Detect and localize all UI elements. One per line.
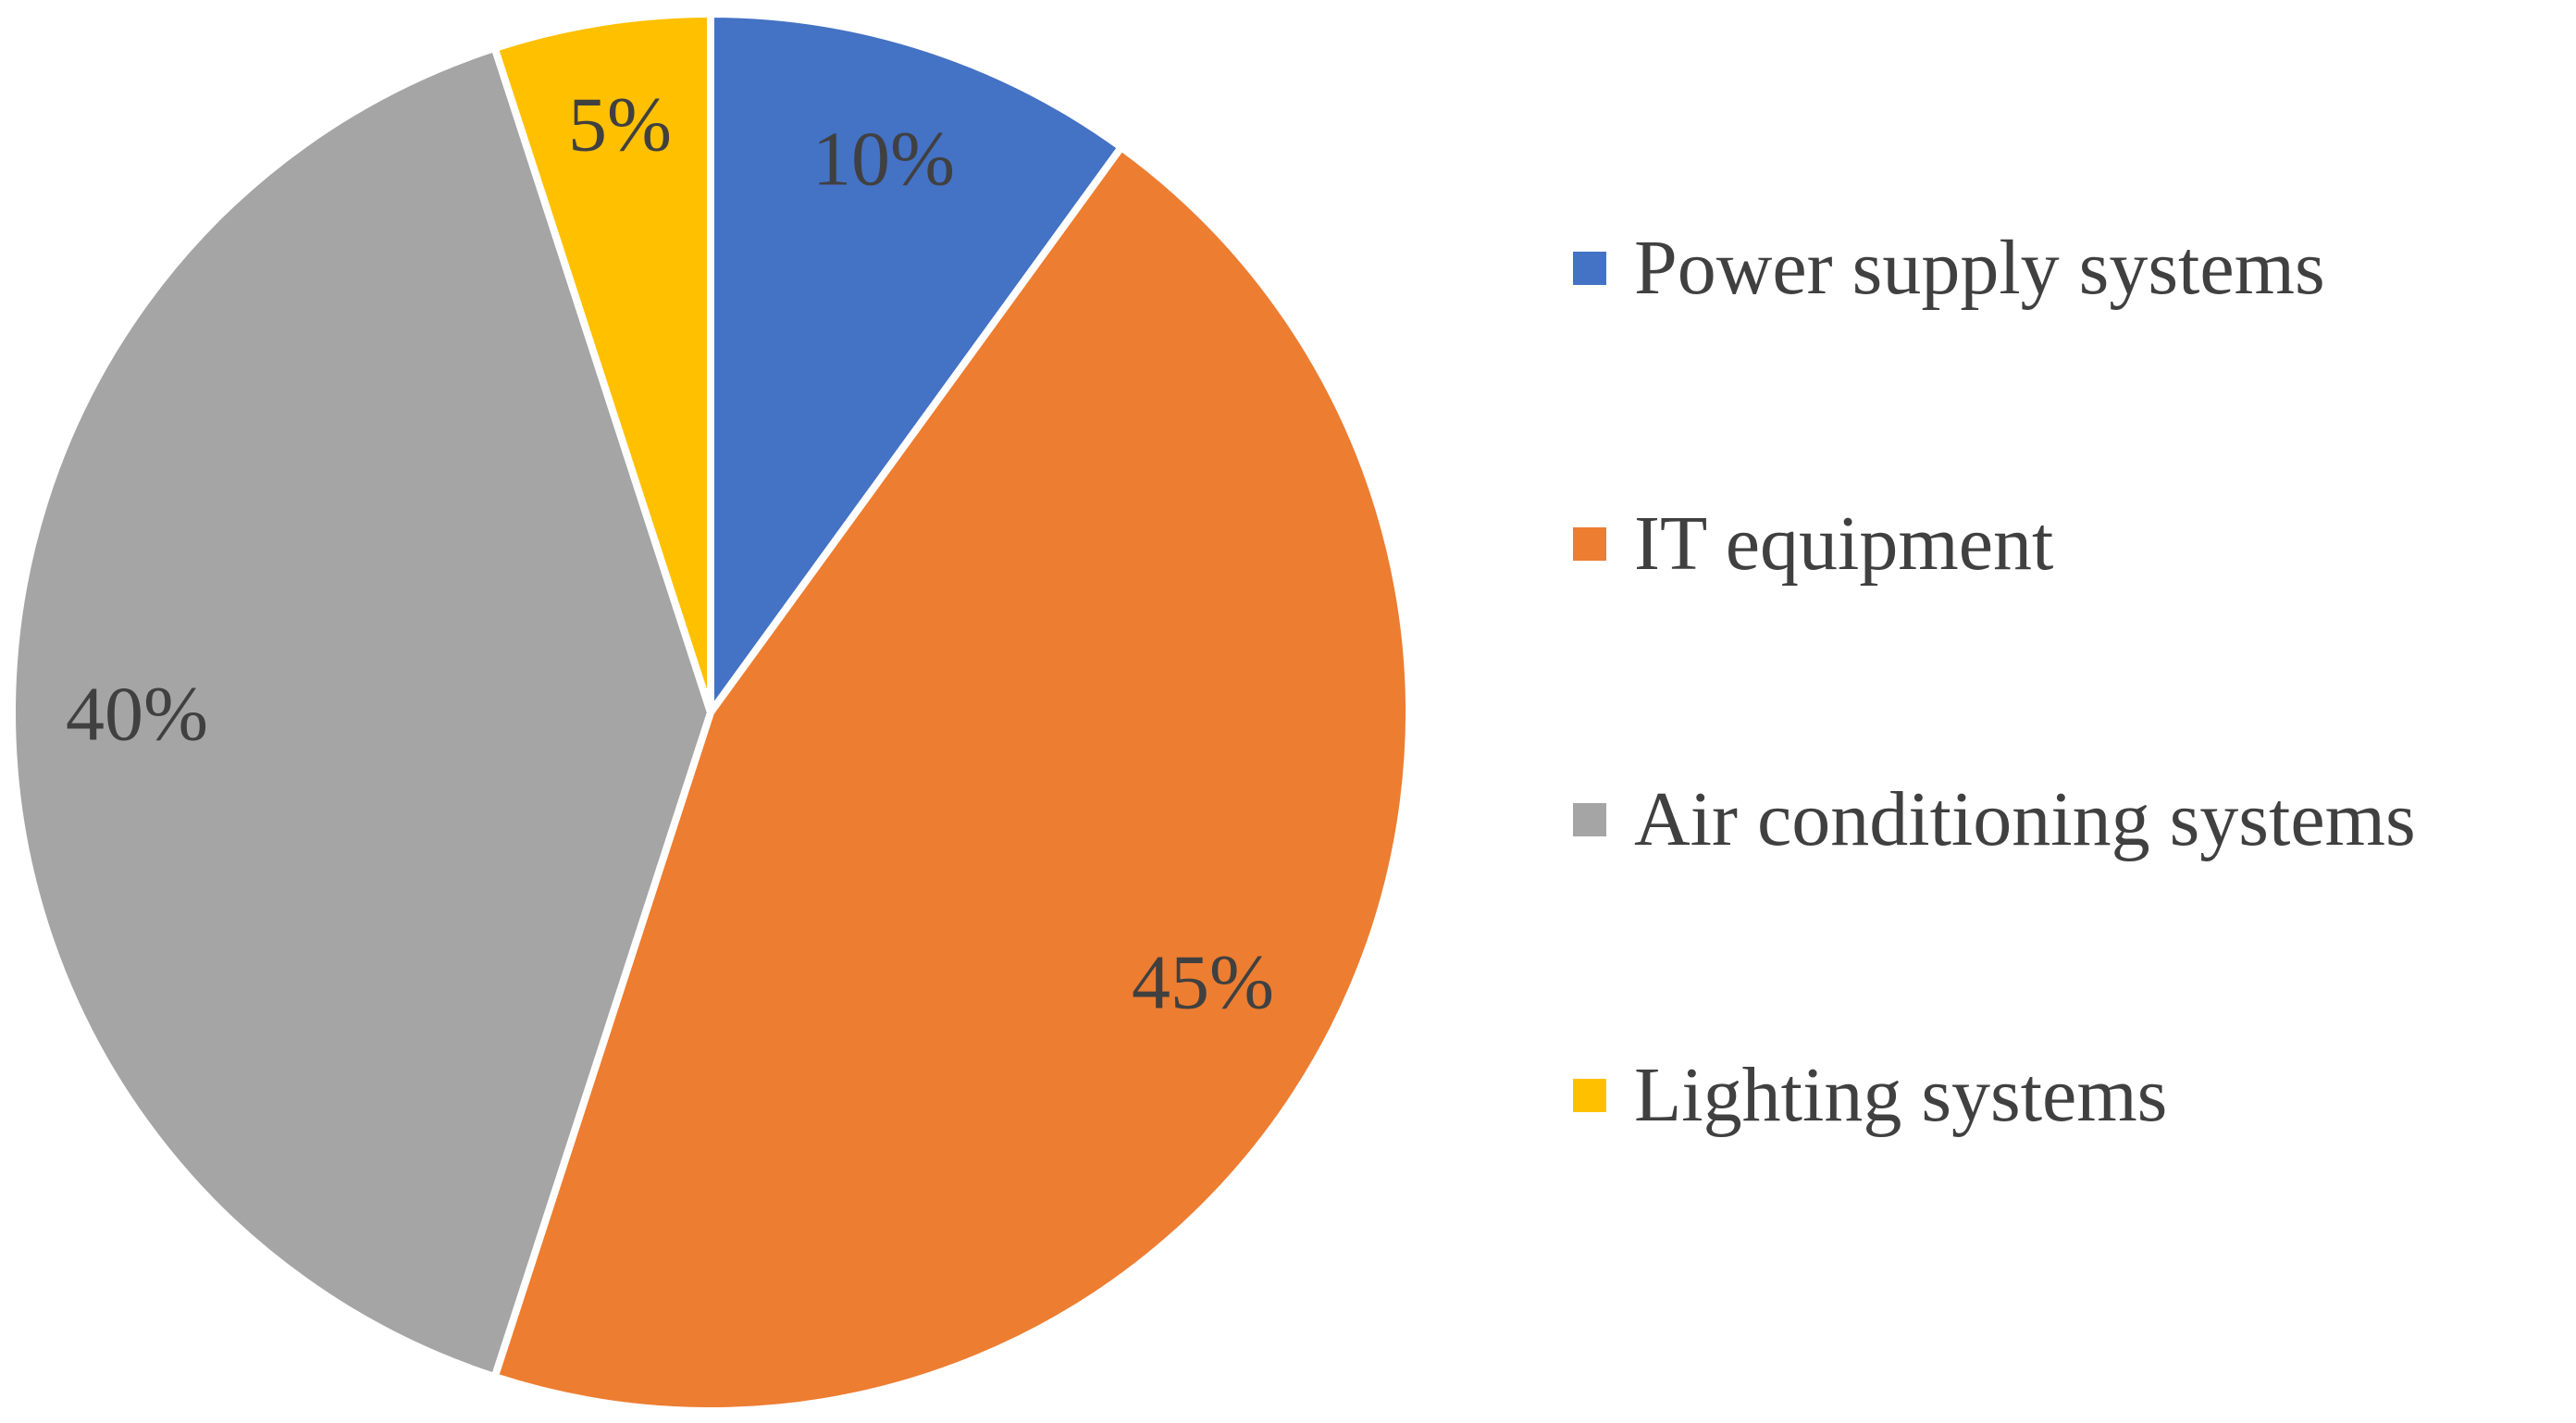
pie-slice-lighting-systems [490,10,714,716]
data-label-power-supply-systems: 10% [812,116,955,202]
legend-swatch-lighting-systems [1573,1079,1606,1112]
pie-chart: 10% 45% 40% 5% [8,10,1413,1415]
legend-item-air-conditioning-systems: Air conditioning systems [1573,773,2563,866]
pie-slice-it-equipment [490,143,1413,1415]
data-label-lighting-systems: 5% [568,81,672,167]
data-label-air-conditioning-systems: 40% [66,671,208,757]
chart-legend: Power supply systems IT equipment Air co… [1573,222,2563,1325]
legend-item-lighting-systems: Lighting systems [1573,1049,2563,1142]
legend-item-it-equipment: IT equipment [1573,498,2563,590]
legend-label-it-equipment: IT equipment [1634,501,2054,587]
legend-label-lighting-systems: Lighting systems [1634,1052,2168,1138]
legend-swatch-power-supply-systems [1573,252,1606,285]
legend-item-power-supply-systems: Power supply systems [1573,222,2563,315]
pie-slice-labels: 10% 45% 40% 5% [66,81,1274,1025]
pie-slices [8,10,1413,1415]
data-label-it-equipment: 45% [1132,939,1274,1025]
legend-swatch-it-equipment [1573,527,1606,561]
legend-label-power-supply-systems: Power supply systems [1634,225,2325,311]
pie-slice-air-conditioning-systems [8,43,714,1381]
legend-swatch-air-conditioning-systems [1573,803,1606,836]
legend-label-air-conditioning-systems: Air conditioning systems [1634,776,2416,862]
pie-slice-power-supply-systems [707,10,1125,716]
